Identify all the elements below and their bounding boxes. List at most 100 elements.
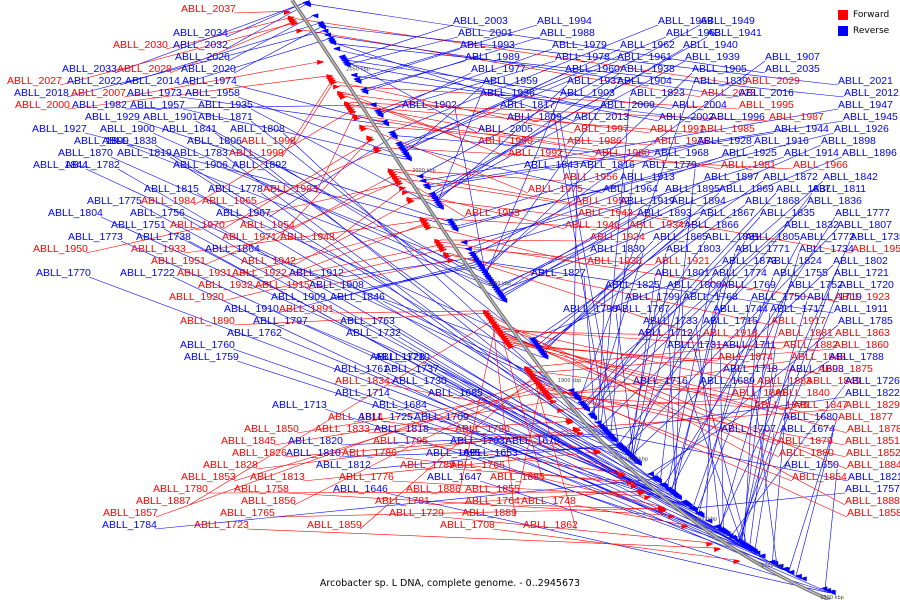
gene-label-abll_1897: ABLL_1897 bbox=[704, 171, 759, 183]
gene-label-abll_1808: ABLL_1808 bbox=[230, 123, 285, 135]
leader-line-abll_2029 bbox=[294, 18, 746, 86]
leader-line-abll_1936 bbox=[436, 96, 481, 206]
gene-label-abll_1735: ABLL_1735 bbox=[850, 231, 900, 243]
gene-label-abll_1877: ABLL_1877 bbox=[838, 411, 893, 423]
leader-line-abll_1757 bbox=[689, 492, 846, 509]
gene-label-abll_1822: ABLL_1822 bbox=[845, 387, 900, 399]
gene-label-abll_1996: ABLL_1996 bbox=[710, 111, 765, 123]
leader-line-abll_1841 bbox=[214, 132, 576, 400]
gene-mark-abll_1932 bbox=[422, 221, 430, 227]
gene-mark-abll_1757 bbox=[688, 505, 696, 511]
legend-reverse-label: Reverse bbox=[853, 26, 890, 36]
leader-line-abll_1954 bbox=[292, 173, 397, 230]
leader-line-abll_1981 bbox=[358, 114, 722, 170]
leader-line-abll_1900 bbox=[152, 132, 490, 285]
gene-mark-abll_1893 bbox=[498, 295, 506, 301]
gene-label-abll_1768: ABLL_1768 bbox=[683, 291, 738, 303]
gene-label-abll_1935: ABLL_1935 bbox=[198, 99, 253, 111]
leader-line-abll_1715 bbox=[743, 324, 757, 547]
gene-mark-abll_1821 bbox=[602, 429, 610, 435]
gene-label-abll_1919: ABLL_1919 bbox=[620, 195, 675, 207]
leader-line-abll_1850 bbox=[297, 391, 550, 434]
leader-line-abll_1995 bbox=[339, 85, 740, 110]
leader-line-abll_1767 bbox=[667, 312, 677, 499]
gene-label-abll_1709: ABLL_1709 bbox=[414, 411, 469, 423]
gene-label-abll_1748: ABLL_1748 bbox=[521, 495, 576, 507]
gene-label-abll_1979: ABLL_1979 bbox=[552, 39, 607, 51]
leader-line-abll_1779 bbox=[659, 168, 696, 485]
gene-label-abll_1962: ABLL_1962 bbox=[620, 39, 675, 51]
leader-line-abll_1875 bbox=[512, 343, 819, 374]
gene-label-abll_1851: ABLL_1851 bbox=[845, 435, 900, 447]
leader-line-abll_1910 bbox=[277, 262, 475, 314]
leader-line-abll_1756 bbox=[182, 216, 691, 510]
gene-label-abll_1939: ABLL_1939 bbox=[685, 51, 740, 63]
leader-line-abll_2013 bbox=[328, 40, 575, 122]
leader-line-abll_1842 bbox=[573, 180, 824, 399]
gene-label-abll_1900: ABLL_1900 bbox=[100, 123, 155, 135]
leader-line-abll_1930 bbox=[431, 226, 588, 266]
gene-label-abll_1947: ABLL_1947 bbox=[838, 99, 893, 111]
gene-mark-abll_1826 bbox=[577, 431, 585, 437]
gene-label-abll_1985: ABLL_1985 bbox=[700, 123, 755, 135]
gene-label-abll_1910: ABLL_1910 bbox=[224, 303, 279, 315]
gene-mark-abll_1789 bbox=[626, 480, 634, 486]
leader-line-abll_1884 bbox=[499, 325, 848, 470]
gene-label-abll_1758: ABLL_1758 bbox=[234, 483, 289, 495]
leader-line-abll_1680 bbox=[788, 420, 837, 573]
gene-label-abll_1896: ABLL_1896 bbox=[842, 147, 897, 159]
gene-mark-abll_2029 bbox=[288, 17, 296, 23]
gene-mark-abll_1670 bbox=[799, 576, 807, 582]
gene-label-abll_1817: ABLL_1817 bbox=[500, 99, 555, 111]
leader-line-abll_1941 bbox=[428, 36, 708, 195]
leader-line-abll_2032 bbox=[225, 4, 306, 50]
gene-label-abll_1778: ABLL_1778 bbox=[208, 183, 263, 195]
leader-line-abll_1881 bbox=[503, 331, 779, 338]
kbp-tick-label: 2050 kbp bbox=[346, 67, 370, 73]
leader-line-abll_1713 bbox=[325, 408, 747, 549]
leader-line-abll_1729 bbox=[442, 516, 713, 544]
gene-label-abll_1804: ABLL_1804 bbox=[48, 207, 103, 219]
gene-mark-abll_1729 bbox=[706, 541, 714, 547]
gene-label-abll_1856: ABLL_1856 bbox=[241, 495, 296, 507]
leader-line-abll_1720 bbox=[737, 288, 840, 543]
gene-label-abll_1752: ABLL_1752 bbox=[788, 279, 843, 291]
gene-label-abll_1999: ABLL_1999 bbox=[229, 147, 284, 159]
gene-label-abll_2001: ABLL_2001 bbox=[458, 27, 513, 39]
gene-label-abll_1811: ABLL_1811 bbox=[812, 183, 866, 195]
gene-mark-abll_1920 bbox=[440, 247, 448, 253]
gene-label-abll_1821: ABLL_1821 bbox=[848, 471, 900, 483]
gene-mark-abll_1880 bbox=[499, 332, 507, 338]
gene-label-abll_1949: ABLL_1949 bbox=[700, 15, 755, 27]
gene-mark-abll_1971 bbox=[366, 135, 374, 141]
leader-line-abll_1861 bbox=[533, 370, 733, 398]
leader-line-abll_1880 bbox=[505, 333, 780, 458]
leader-line-abll_1788 bbox=[647, 360, 830, 475]
gene-label-abll_1835: ABLL_1835 bbox=[760, 207, 815, 219]
leader-line-abll_1970 bbox=[222, 138, 374, 230]
gene-label-abll_2028: ABLL_2028 bbox=[117, 63, 172, 75]
legend-forward: Forward bbox=[838, 8, 900, 22]
gene-label-abll_1968: ABLL_1968 bbox=[654, 147, 709, 159]
leader-line-abll_1708 bbox=[493, 528, 740, 561]
gene-label-abll_1767: ABLL_1767 bbox=[615, 303, 670, 315]
gene-label-abll_1802: ABLL_1802 bbox=[833, 255, 888, 267]
gene-label-abll_1983: ABLL_1983 bbox=[263, 183, 318, 195]
gene-label-abll_1755: ABLL_1755 bbox=[773, 267, 828, 279]
gene-label-abll_1916: ABLL_1916 bbox=[754, 135, 809, 147]
leader-line-abll_1920 bbox=[222, 248, 447, 302]
leader-line-abll_1734 bbox=[719, 252, 800, 531]
leader-line-abll_1835 bbox=[583, 216, 761, 411]
gene-mark-abll_1967 bbox=[390, 134, 398, 140]
leader-line-abll_1933 bbox=[184, 219, 428, 254]
gene-label-abll_1763: ABLL_1763 bbox=[340, 315, 395, 327]
leader-line-abll_1783 bbox=[225, 156, 655, 481]
gene-label-abll_1893: ABLL_1893 bbox=[637, 207, 692, 219]
leader-line-abll_1869 bbox=[534, 192, 720, 348]
leader-line-abll_1951 bbox=[203, 180, 402, 266]
gene-label-abll_1717: ABLL_1717 bbox=[770, 303, 825, 315]
leader-line-abll_2004 bbox=[340, 58, 673, 110]
gene-label-abll_1818: ABLL_1818 bbox=[374, 423, 429, 435]
gene-mark-abll_1680 bbox=[787, 569, 795, 575]
